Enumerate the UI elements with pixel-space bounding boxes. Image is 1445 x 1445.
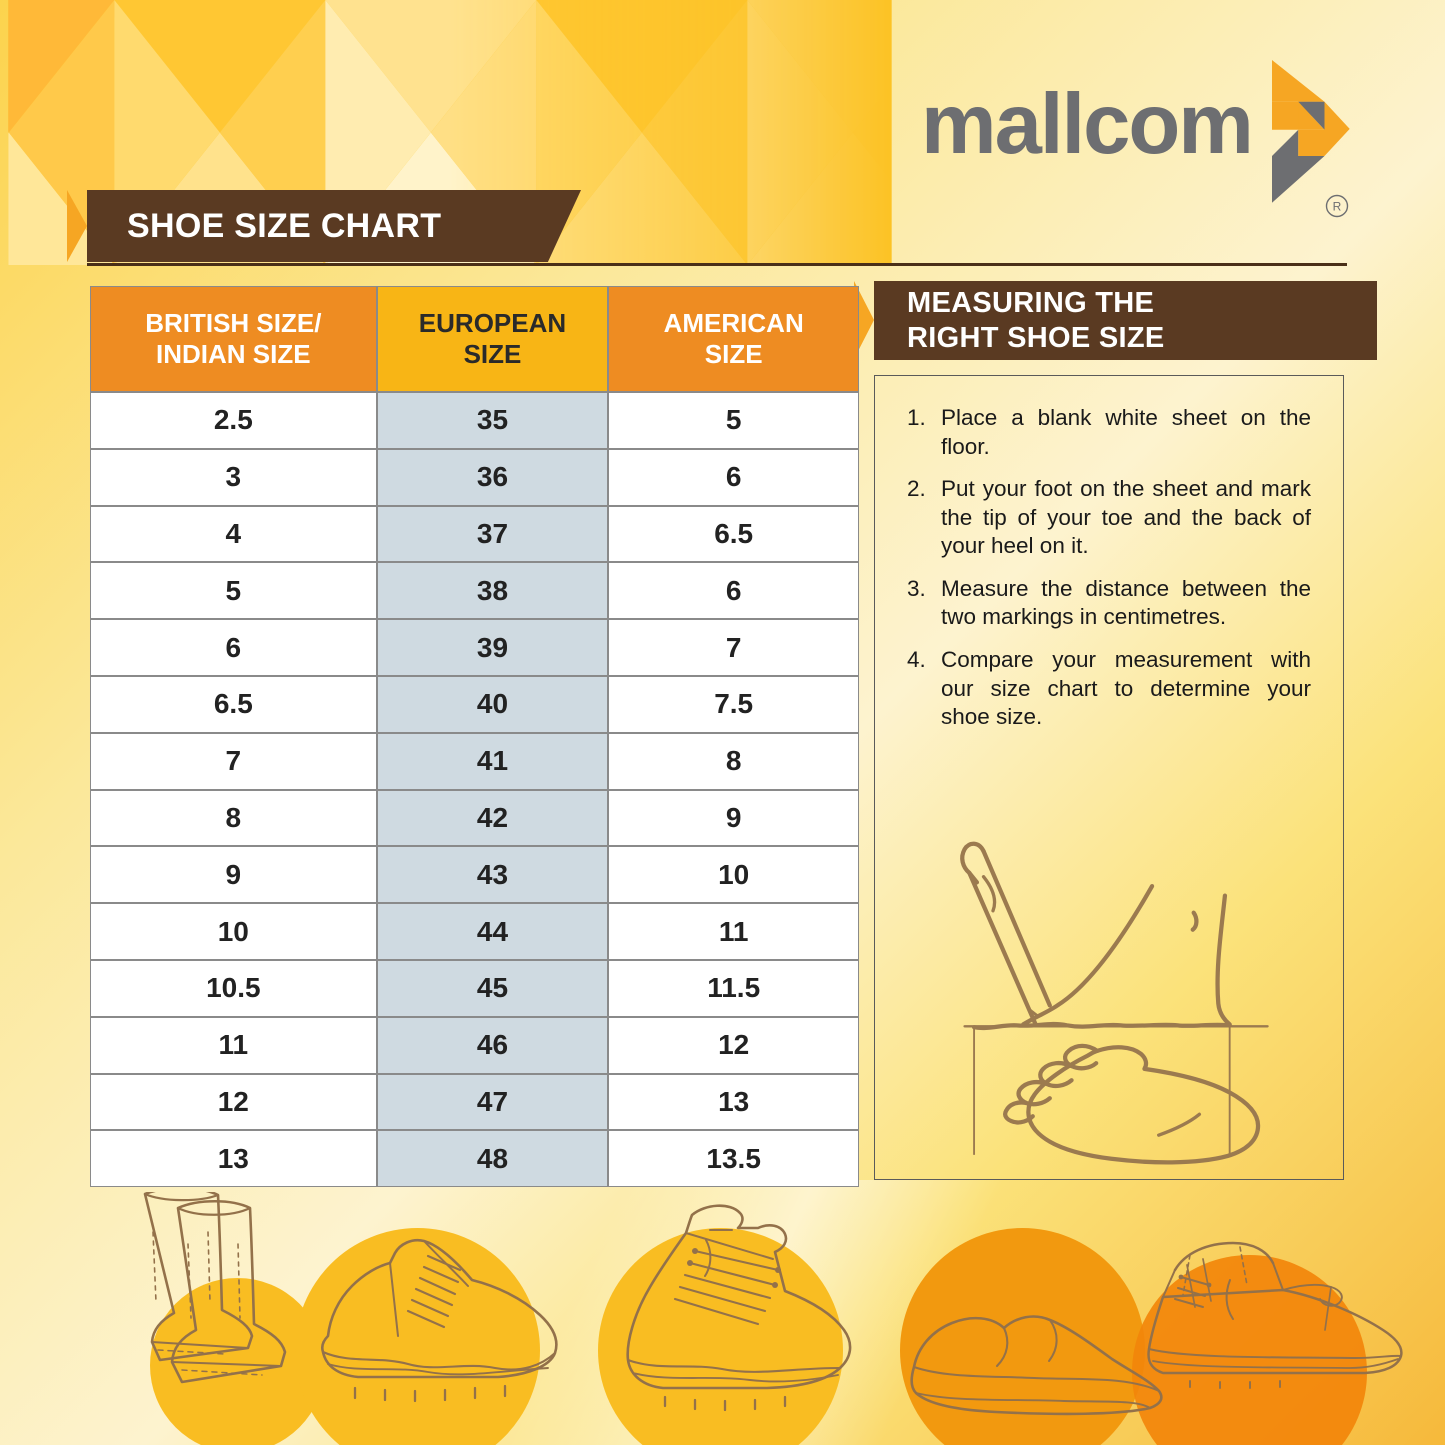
svg-text:R: R	[1333, 200, 1342, 214]
